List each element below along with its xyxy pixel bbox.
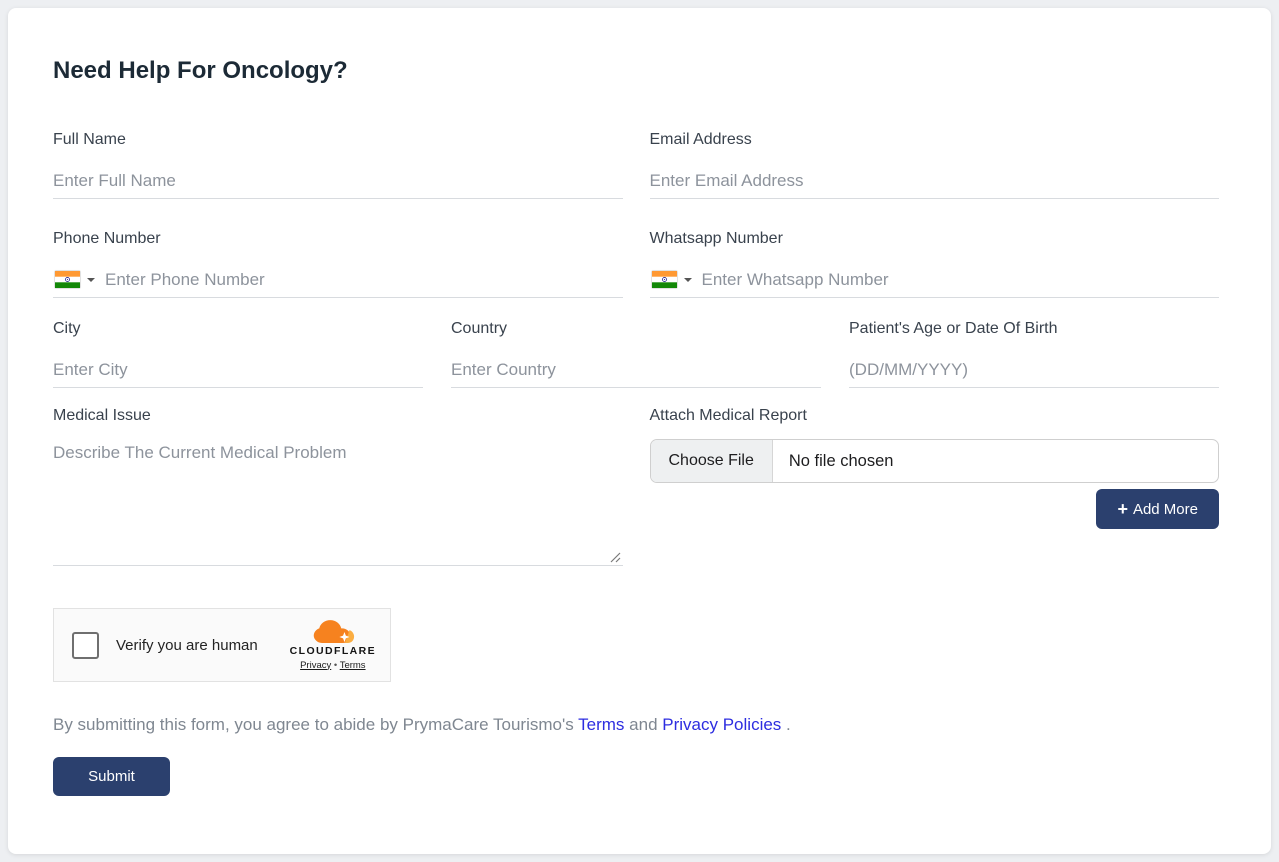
attach-report-field: Attach Medical Report Choose File No fil…	[649, 407, 1219, 566]
whatsapp-input-group	[649, 262, 1219, 298]
agreement-suffix: .	[786, 715, 791, 734]
age-dob-input[interactable]	[849, 352, 1219, 388]
chevron-down-icon	[683, 277, 692, 282]
phone-field: Phone Number	[53, 230, 623, 298]
attach-report-label: Attach Medical Report	[649, 407, 807, 424]
city-label: City	[53, 320, 81, 337]
email-field: Email Address	[649, 131, 1219, 199]
medical-issue-textarea[interactable]	[53, 439, 623, 565]
row-city-country-age: City Country Patient's Age or Date Of Bi…	[53, 320, 1219, 388]
country-field: Country	[451, 320, 821, 388]
phone-input-group	[53, 262, 623, 298]
choose-file-button[interactable]: Choose File	[650, 440, 773, 482]
oncology-help-form-card: Need Help For Oncology? Full Name Email …	[8, 8, 1271, 854]
agreement-text: By submitting this form, you agree to ab…	[53, 715, 1219, 735]
email-label: Email Address	[649, 131, 752, 148]
whatsapp-label: Whatsapp Number	[649, 230, 783, 247]
add-more-button[interactable]: + Add More	[1096, 489, 1219, 529]
whatsapp-country-selector[interactable]	[650, 271, 702, 288]
medical-issue-textarea-wrap	[53, 439, 623, 566]
row-issue-attach: Medical Issue Attach Medical Report Choo…	[53, 407, 1219, 566]
dot-separator: •	[333, 659, 338, 671]
file-upload-input[interactable]: Choose File No file chosen	[649, 439, 1219, 483]
add-more-label: Add More	[1132, 500, 1198, 518]
cloudflare-branding: CLOUDFLARE Privacy • Terms	[289, 619, 376, 671]
medical-issue-label: Medical Issue	[53, 407, 151, 424]
phone-country-selector[interactable]	[53, 271, 105, 288]
full-name-label: Full Name	[53, 131, 126, 148]
plus-icon: +	[1117, 499, 1128, 519]
row-name-email: Full Name Email Address	[53, 131, 1219, 199]
full-name-input[interactable]	[53, 163, 623, 199]
email-input[interactable]	[649, 163, 1219, 199]
chevron-down-icon	[87, 277, 95, 282]
age-dob-field: Patient's Age or Date Of Birth	[849, 320, 1219, 388]
india-flag-icon	[651, 271, 677, 288]
medical-issue-field: Medical Issue	[53, 407, 623, 566]
india-flag-icon	[55, 271, 80, 288]
full-name-field: Full Name	[53, 131, 623, 199]
city-field: City	[53, 320, 423, 388]
verify-human-checkbox[interactable]	[72, 631, 99, 659]
cloudflare-terms-link[interactable]: Terms	[339, 659, 366, 671]
agreement-prefix: By submitting this form, you agree to ab…	[53, 715, 574, 734]
cloudflare-logo-icon	[313, 619, 354, 643]
cloudflare-brand-text: CLOUDFLARE	[289, 644, 376, 657]
country-label: Country	[451, 320, 508, 337]
agreement-middle: and	[629, 715, 658, 734]
age-dob-label: Patient's Age or Date Of Birth	[849, 320, 1058, 337]
country-input[interactable]	[451, 352, 821, 388]
phone-input[interactable]	[105, 262, 623, 297]
privacy-policies-link[interactable]: Privacy Policies	[662, 715, 782, 734]
row-phone-whatsapp: Phone Number Whatsapp Number	[53, 230, 1219, 298]
cloudflare-turnstile-widget: Verify you are human CLOUDFLARE Privacy …	[53, 608, 391, 682]
verify-human-label: Verify you are human	[116, 636, 258, 654]
terms-link[interactable]: Terms	[578, 715, 625, 734]
whatsapp-field: Whatsapp Number	[649, 230, 1219, 298]
cloudflare-privacy-link[interactable]: Privacy	[300, 659, 332, 671]
file-status-text: No file chosen	[788, 451, 894, 470]
cloudflare-links: Privacy • Terms	[300, 660, 365, 671]
submit-button[interactable]: Submit	[53, 757, 170, 796]
page-title: Need Help For Oncology?	[53, 57, 348, 84]
add-more-row: + Add More	[650, 489, 1219, 529]
whatsapp-input[interactable]	[701, 262, 1219, 297]
phone-label: Phone Number	[53, 230, 161, 247]
city-input[interactable]	[53, 352, 423, 388]
resize-handle-icon[interactable]	[610, 552, 621, 563]
